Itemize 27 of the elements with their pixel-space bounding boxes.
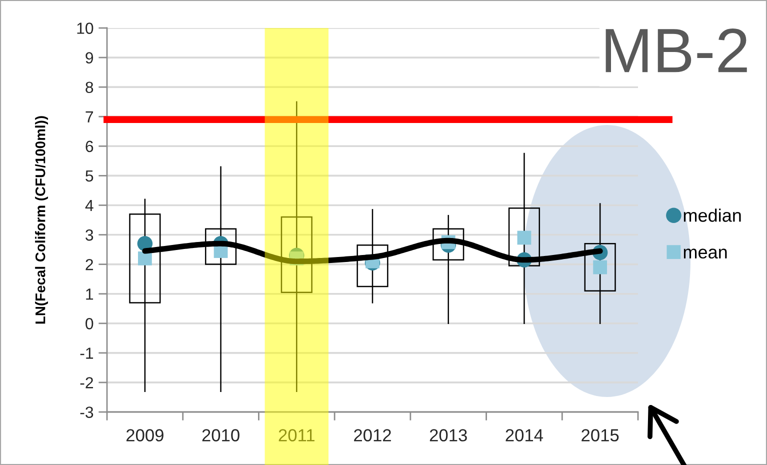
y-tick-label: 6 xyxy=(86,140,94,152)
y-tick-label: 0 xyxy=(86,318,94,330)
x-tick-label: 2012 xyxy=(354,429,391,442)
y-tick-label: -1 xyxy=(80,348,94,359)
y-tick-label: -3 xyxy=(80,406,94,418)
x-tick-label: 2015 xyxy=(582,429,619,442)
y-tick-label: 2 xyxy=(86,258,94,270)
legend-label: mean xyxy=(684,248,727,259)
x-tick-label: 2010 xyxy=(202,429,240,442)
y-tick-label: 8 xyxy=(86,82,94,94)
y-axis-title: LN(Fecal Coliform (CFU/100ml)) xyxy=(35,116,48,324)
y-tick-label: 1 xyxy=(86,288,94,300)
y-tick-label: 7 xyxy=(86,111,94,122)
y-tick-label: 4 xyxy=(85,200,94,212)
x-tick-label: 2013 xyxy=(430,429,467,442)
chart-title: MB-2 xyxy=(606,28,747,72)
point xyxy=(138,251,152,266)
y-tick-label: 10 xyxy=(77,22,94,34)
x-tick-label: 2014 xyxy=(506,429,544,442)
y-tick-label: 9 xyxy=(86,52,94,64)
x-tick-label: 2011 xyxy=(278,429,314,442)
x-tick-label: 2009 xyxy=(126,429,164,442)
point xyxy=(517,230,532,245)
y-tick-label: -2 xyxy=(80,377,94,388)
legend-label: median xyxy=(684,208,741,222)
y-tick-label: 5 xyxy=(86,170,94,182)
y-tick-label: 3 xyxy=(86,229,94,241)
